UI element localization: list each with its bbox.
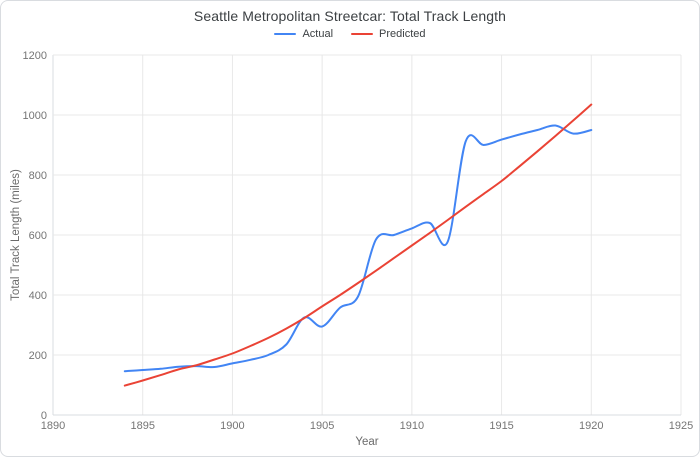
x-tick-label: 1905	[310, 420, 334, 432]
legend-item-actual: Actual	[274, 28, 333, 40]
x-tick-label: 1890	[41, 420, 65, 432]
y-axis-title: Total Track Length (miles)	[10, 169, 22, 301]
series-lines	[123, 103, 593, 387]
y-tick-label: 400	[29, 290, 47, 302]
y-tick-label: 800	[29, 170, 47, 182]
predicted-line-swatch	[351, 33, 374, 35]
x-tick-label: 1920	[579, 420, 603, 432]
gridlines	[52, 54, 682, 416]
actual-line-swatch	[274, 33, 297, 35]
x-tick-label: 1910	[400, 420, 424, 432]
legend-label-actual: Actual	[302, 28, 334, 40]
legend-item-predicted: Predicted	[351, 28, 426, 40]
x-tick-label: 1925	[669, 420, 693, 432]
legend-label-predicted: Predicted	[379, 28, 426, 40]
x-tick-label: 1895	[130, 420, 154, 432]
y-tick-label: 200	[29, 350, 47, 362]
y-tick-label: 1200	[23, 50, 47, 62]
tick-labels: 1890 1895 1900 1905 1910 1915 1920 1925 0 200 400 6…	[23, 50, 694, 432]
x-axis-title: Year	[355, 436, 378, 448]
predicted-series-line	[123, 103, 593, 387]
chart-title: Seattle Metropolitan Streetcar: Total Tr…	[193, 8, 507, 24]
chart-legend: Actual Predicted	[1, 28, 699, 40]
x-tick-label: 1915	[489, 420, 513, 432]
x-tick-label: 1900	[220, 420, 244, 432]
y-tick-label: 0	[41, 410, 47, 422]
actual-series-line	[123, 124, 593, 373]
y-tick-label: 1000	[23, 110, 47, 122]
y-tick-label: 600	[29, 230, 47, 242]
